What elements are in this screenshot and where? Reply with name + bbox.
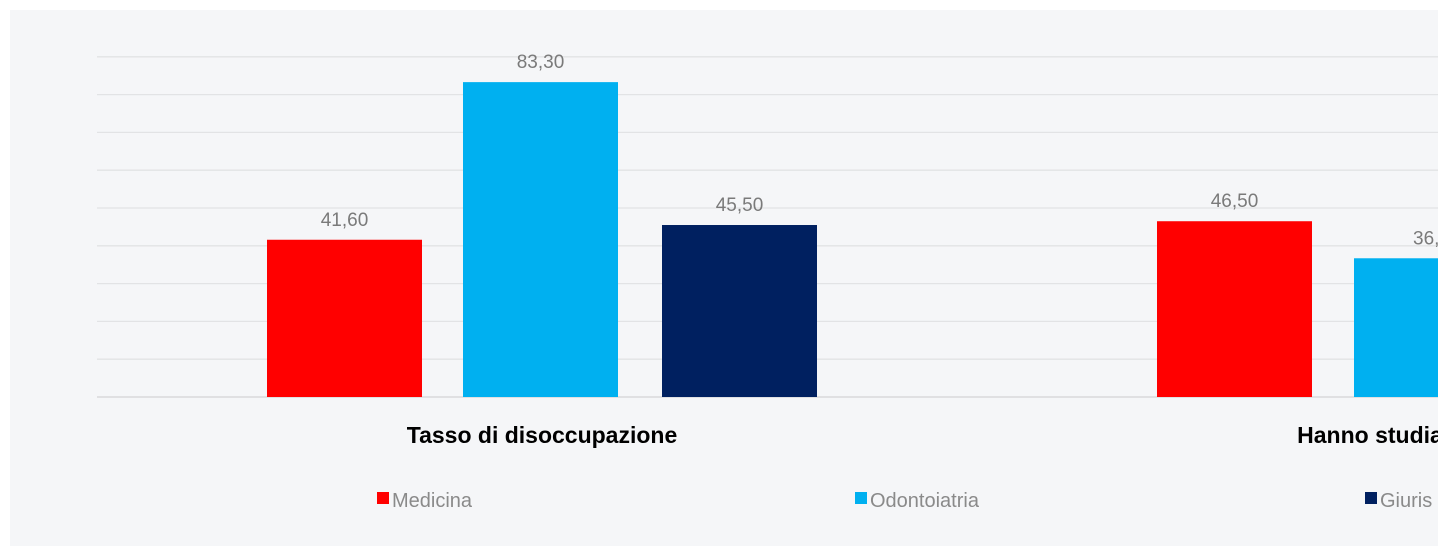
legend-label-odontoiatria: Odontoiatria <box>870 490 980 512</box>
bar-giuris-1 <box>662 225 817 397</box>
legend-label-giuris: Giuris <box>1380 490 1432 512</box>
category-labels: Tasso di disoccupazione Hanno studia <box>407 422 1438 448</box>
category-label: Hanno studia <box>1297 422 1438 448</box>
data-label: 36,7 <box>1413 228 1438 249</box>
legend-swatch-giuris <box>1365 492 1377 504</box>
bar-medicina-1 <box>267 239 422 397</box>
bar-chart: 41,60 83,30 45,50 46,50 36,7 Tasso di disocc… <box>97 52 1438 512</box>
legend: Medicina Odontoiatria Giuris <box>377 490 1432 512</box>
chart-panel: 41,60 83,30 45,50 46,50 36,7 Tasso di disocc… <box>10 10 1438 546</box>
value-labels: 41,60 83,30 45,50 46,50 36,7 <box>321 52 1438 249</box>
data-label: 45,50 <box>716 195 764 216</box>
bar-odontoiatria-2 <box>1354 258 1438 397</box>
bar-medicina-2 <box>1157 221 1312 397</box>
legend-swatch-medicina <box>377 492 389 504</box>
data-label: 46,50 <box>1211 191 1259 212</box>
bar-odontoiatria-1 <box>463 82 618 397</box>
data-label: 41,60 <box>321 210 369 231</box>
legend-swatch-odontoiatria <box>855 492 867 504</box>
category-label: Tasso di disoccupazione <box>407 422 678 448</box>
legend-label-medicina: Medicina <box>392 490 473 512</box>
data-label: 83,30 <box>517 52 565 73</box>
bars <box>267 82 1438 397</box>
